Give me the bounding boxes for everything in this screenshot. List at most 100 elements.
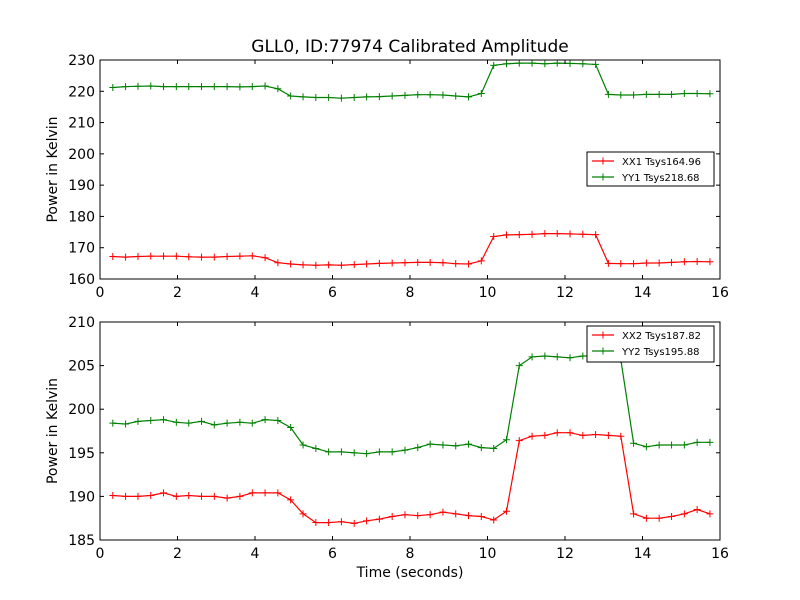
data-point [566, 429, 574, 437]
data-point [350, 94, 358, 102]
legend-box [586, 325, 715, 363]
data-point [223, 252, 231, 260]
data-point [160, 416, 168, 424]
data-point [401, 259, 409, 267]
data-point [401, 511, 409, 519]
x-tick-label: 4 [251, 285, 260, 301]
y-tick-label: 190 [68, 489, 95, 505]
data-point [630, 260, 638, 268]
data-point [210, 83, 218, 91]
data-point [502, 231, 510, 239]
data-point [706, 438, 714, 446]
data-point [210, 421, 218, 429]
x-tick-label: 8 [406, 285, 415, 301]
data-point [172, 492, 180, 500]
data-point [414, 91, 422, 99]
x-tick-label: 12 [556, 285, 574, 301]
data-point [185, 492, 193, 500]
data-point [642, 259, 650, 267]
data-point [210, 253, 218, 261]
data-point [261, 489, 269, 497]
data-point [566, 354, 574, 362]
x-tick-label: 2 [173, 285, 182, 301]
data-point [452, 442, 460, 450]
data-point [223, 419, 231, 427]
data-point [579, 230, 587, 238]
data-point [223, 83, 231, 91]
data-point [274, 85, 282, 93]
data-point [312, 261, 320, 269]
data-point [642, 514, 650, 522]
data-point [287, 260, 295, 268]
data-point [287, 92, 295, 100]
data-point [363, 93, 371, 101]
data-point [172, 252, 180, 260]
x-tick-label: 0 [96, 546, 105, 562]
data-point [502, 60, 510, 68]
data-point [452, 510, 460, 518]
data-point [630, 91, 638, 99]
data-point [528, 59, 536, 67]
data-point [604, 431, 612, 439]
legend-marker [599, 157, 607, 165]
data-point [147, 82, 155, 90]
data-point [109, 419, 117, 427]
data-point [693, 257, 701, 265]
data-point [375, 448, 383, 456]
data-point [185, 83, 193, 91]
data-point [134, 417, 142, 425]
data-point [172, 418, 180, 426]
data-point [274, 259, 282, 267]
data-point [134, 82, 142, 90]
y-tick-label: 220 [68, 84, 95, 100]
data-point [236, 492, 244, 500]
data-point [655, 441, 663, 449]
y-tick-label: 200 [68, 402, 95, 418]
data-point [693, 438, 701, 446]
data-point [680, 89, 688, 97]
data-point [553, 59, 561, 67]
data-point [261, 254, 269, 262]
data-point [655, 514, 663, 522]
data-point [592, 60, 600, 68]
data-point [617, 260, 625, 268]
data-point [693, 505, 701, 513]
data-point [655, 259, 663, 267]
y-axis-label: Power in Kelvin [45, 378, 61, 484]
data-point [160, 252, 168, 260]
data-point [642, 443, 650, 451]
data-point [236, 252, 244, 260]
data-point [248, 419, 256, 427]
data-point [134, 492, 142, 500]
data-point [312, 94, 320, 102]
y-tick-label: 170 [68, 241, 95, 257]
data-point [388, 448, 396, 456]
data-point [426, 440, 434, 448]
series-line-1 [112, 432, 711, 525]
data-point [668, 512, 676, 520]
data-point [477, 512, 485, 520]
data-point [172, 83, 180, 91]
data-point [287, 496, 295, 504]
y-tick-label: 160 [68, 272, 95, 288]
data-point [109, 252, 117, 260]
x-tick-label: 12 [556, 546, 574, 562]
data-point [515, 362, 523, 370]
data-point [210, 492, 218, 500]
data-point [312, 519, 320, 527]
data-point [401, 91, 409, 99]
data-point [617, 91, 625, 99]
data-point [553, 429, 561, 437]
x-tick-label: 10 [479, 285, 497, 301]
y-tick-label: 230 [68, 53, 95, 69]
data-point [325, 448, 333, 456]
data-point [541, 352, 549, 360]
x-axis-label: Time (seconds) [356, 565, 464, 581]
data-point [541, 60, 549, 68]
data-point [223, 494, 231, 502]
data-point [337, 94, 345, 102]
data-point [655, 90, 663, 98]
data-point [350, 519, 358, 527]
y-tick-label: 210 [68, 315, 95, 331]
data-point [198, 417, 206, 425]
